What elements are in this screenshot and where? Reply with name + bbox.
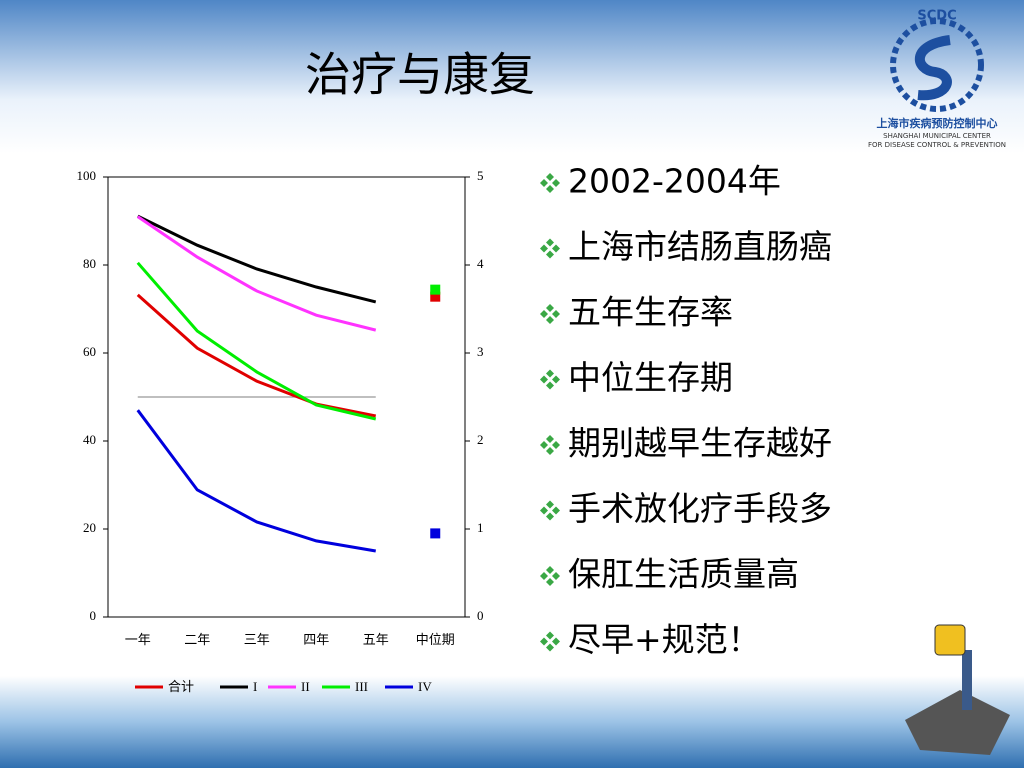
logo: SCDC 上海市疾病预防控制中心 SHANGHAI MUNICIPAL CENT…	[868, 9, 1006, 150]
legend-label: II	[301, 679, 310, 694]
bullet-text: 保肛生活质量高	[568, 555, 799, 594]
bullet-icon	[546, 250, 554, 259]
series-line	[136, 293, 377, 418]
bullet-icon	[552, 179, 560, 187]
y-tick-label: 100	[77, 168, 97, 183]
y-tick-label: 40	[83, 432, 96, 447]
bullet-icon	[540, 637, 548, 646]
decoration	[905, 624, 1010, 755]
bullet-icon	[546, 381, 554, 390]
bullet-icon	[546, 185, 554, 193]
bullet-icon	[546, 369, 554, 378]
bullet-icon	[540, 572, 548, 580]
logo-s	[915, 35, 952, 101]
bullet-text: 上海市结肠直肠癌	[568, 227, 832, 266]
bullet-icon	[546, 447, 554, 455]
series-line	[136, 215, 377, 332]
bullet-icon	[546, 500, 554, 509]
y-tick-label: 60	[83, 344, 96, 359]
y2-tick-label: 1	[477, 520, 484, 535]
bullet-icon	[546, 316, 554, 324]
legend-label: III	[355, 679, 368, 694]
sword	[962, 650, 972, 710]
y-tick-label: 20	[83, 520, 96, 535]
series-line	[136, 409, 377, 553]
bullet-icon	[546, 173, 554, 181]
logo-name: 上海市疾病预防控制中心	[877, 116, 998, 130]
x-tick-label: 五年	[363, 632, 389, 647]
bullet-icon	[552, 637, 560, 646]
y2-tick-label: 2	[477, 432, 484, 447]
bullet-icon	[540, 441, 548, 449]
bullet-icon	[552, 310, 560, 318]
x-tick-label: 二年	[184, 632, 210, 647]
legend-label: I	[253, 679, 257, 694]
logo-acronym: SCDC	[917, 9, 956, 24]
x-tick-label: 中位期	[416, 632, 455, 647]
logo-wreath	[890, 18, 984, 112]
x-tick-label: 四年	[303, 632, 329, 647]
bullet-icon	[546, 578, 554, 586]
rock	[905, 690, 1010, 755]
bullet-list: 2002-2004年上海市结肠直肠癌五年生存率中位生存期期别越早生存越好手术放化…	[540, 162, 832, 659]
bullet-icon	[540, 375, 548, 384]
y2-tick-label: 5	[477, 168, 484, 183]
bullet-icon	[540, 179, 548, 187]
bullet-icon	[546, 512, 554, 521]
series-line	[136, 261, 377, 421]
legend-label: IV	[418, 679, 432, 694]
bullet-text: 2002-2004年	[568, 162, 781, 201]
y-tick-label: 0	[90, 608, 97, 623]
legend-label: 合计	[168, 679, 194, 694]
bullet-icon	[546, 435, 554, 443]
bullet-text: 期别越早生存越好	[568, 424, 832, 463]
y-tick-label: 80	[83, 256, 96, 271]
y2-tick-label: 0	[477, 608, 484, 623]
series-line	[137, 214, 377, 304]
bullet-icon	[540, 244, 548, 253]
logo-english: SHANGHAI MUNICIPAL CENTER	[883, 132, 991, 140]
bullet-icon	[546, 631, 554, 640]
bullet-text: 手术放化疗手段多	[568, 489, 832, 528]
bullet-text: 中位生存期	[568, 358, 733, 397]
bullet-text: 尽早+规范！	[568, 620, 761, 659]
median-marker	[430, 291, 441, 302]
bullet-icon	[552, 244, 560, 253]
y2-tick-label: 4	[477, 256, 484, 271]
logo-english: FOR DISEASE CONTROL & PREVENTION	[868, 141, 1006, 149]
bullet-icon	[546, 238, 554, 247]
bullet-icon	[546, 304, 554, 312]
bullet-icon	[552, 572, 560, 580]
median-marker	[430, 284, 441, 295]
bullet-text: 五年生存率	[568, 293, 733, 332]
bullet-icon	[540, 310, 548, 318]
bullet-icon	[552, 441, 560, 449]
sign	[934, 624, 966, 656]
bullet-icon	[552, 375, 560, 384]
bullet-icon	[546, 566, 554, 574]
median-marker	[430, 528, 441, 539]
bullet-icon	[540, 506, 548, 515]
bullet-icon	[546, 643, 554, 652]
slide-title: 治疗与康复	[305, 48, 535, 102]
x-tick-label: 三年	[244, 632, 270, 647]
y2-tick-label: 3	[477, 344, 484, 359]
bullet-icon	[552, 506, 560, 515]
x-tick-label: 一年	[125, 632, 151, 647]
